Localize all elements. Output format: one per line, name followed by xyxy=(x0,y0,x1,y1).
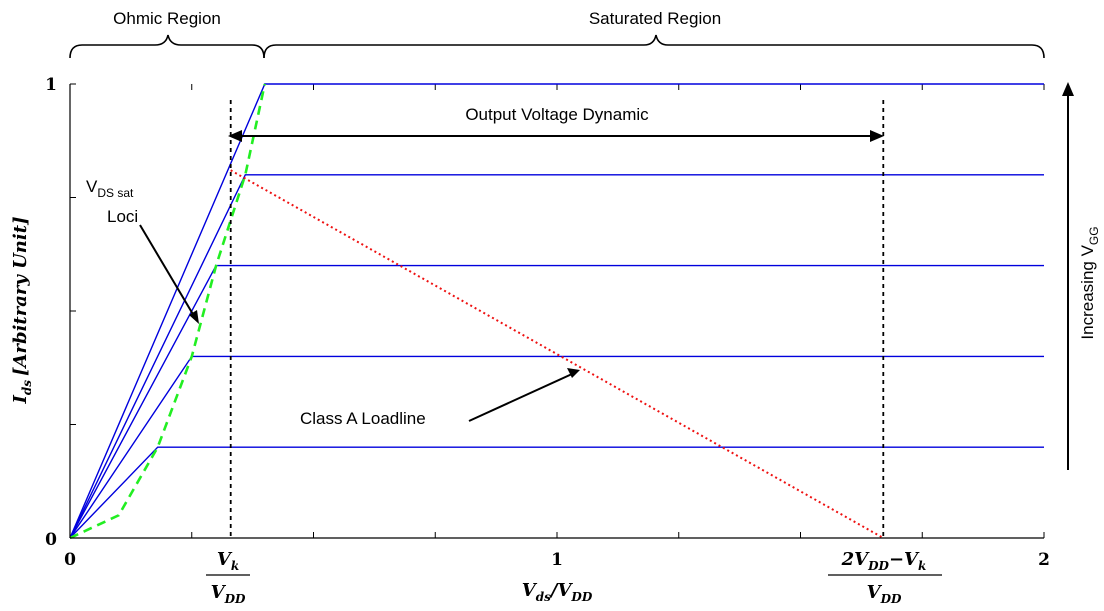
loadline-arrow xyxy=(468,368,580,422)
output-voltage-dynamic-label: Output Voltage Dynamic xyxy=(465,105,649,124)
vds-sat-loci-layer xyxy=(69,83,267,540)
svg-text:Vk: Vk xyxy=(217,549,239,573)
y-tick-labels: 0 1 xyxy=(45,75,57,550)
y-tick-label-0: 0 xyxy=(45,530,57,550)
class-a-loadline xyxy=(230,169,884,539)
vk-fraction-label: Vk VDD xyxy=(206,549,250,606)
y-axis-label: Ids[Arbitrary Unit] xyxy=(10,216,34,404)
saturated-brace xyxy=(263,34,1045,59)
increasing-vgg-label: Increasing VGG xyxy=(1078,226,1101,339)
svg-text:VDD: VDD xyxy=(867,582,902,606)
x-axis-label: Vds/VDD xyxy=(522,580,593,604)
svg-text:VDD: VDD xyxy=(211,582,246,606)
loadline-layer xyxy=(230,169,884,539)
iv-curve-4 xyxy=(69,174,1044,539)
iv-curve-3 xyxy=(69,264,1044,539)
output-voltage-dynamic-arrow xyxy=(228,130,884,142)
iv-curve-1 xyxy=(69,446,1044,539)
iv-curve-5 xyxy=(69,83,1044,539)
x-tick-labels: 0 1 2 xyxy=(64,550,1050,570)
svg-text:2VDD−Vk: 2VDD−Vk xyxy=(841,549,927,573)
region-braces xyxy=(69,34,1045,59)
saturated-region-label: Saturated Region xyxy=(589,9,721,28)
loci-label: Loci xyxy=(107,207,138,226)
ohmic-brace xyxy=(69,34,265,59)
vmax-fraction-label: 2VDD−Vk VDD xyxy=(828,549,942,606)
axes xyxy=(69,84,1044,539)
vertical-guides xyxy=(229,100,885,538)
x-tick-label-2: 2 xyxy=(1038,550,1050,570)
y-tick-label-1: 1 xyxy=(45,75,57,95)
x-tick-label-0: 0 xyxy=(64,550,76,570)
vds-sat-loci-curve xyxy=(69,83,267,540)
ohmic-region-label: Ohmic Region xyxy=(113,9,221,28)
tick-marks xyxy=(69,83,1045,539)
iv-curves xyxy=(69,83,1044,539)
x-tick-label-1: 1 xyxy=(551,550,563,570)
vds-sat-label: VDS sat xyxy=(86,177,134,200)
class-a-loadline-label: Class A Loadline xyxy=(300,409,426,428)
increasing-vgg-arrow xyxy=(1062,82,1074,470)
loci-arrow xyxy=(139,224,199,324)
